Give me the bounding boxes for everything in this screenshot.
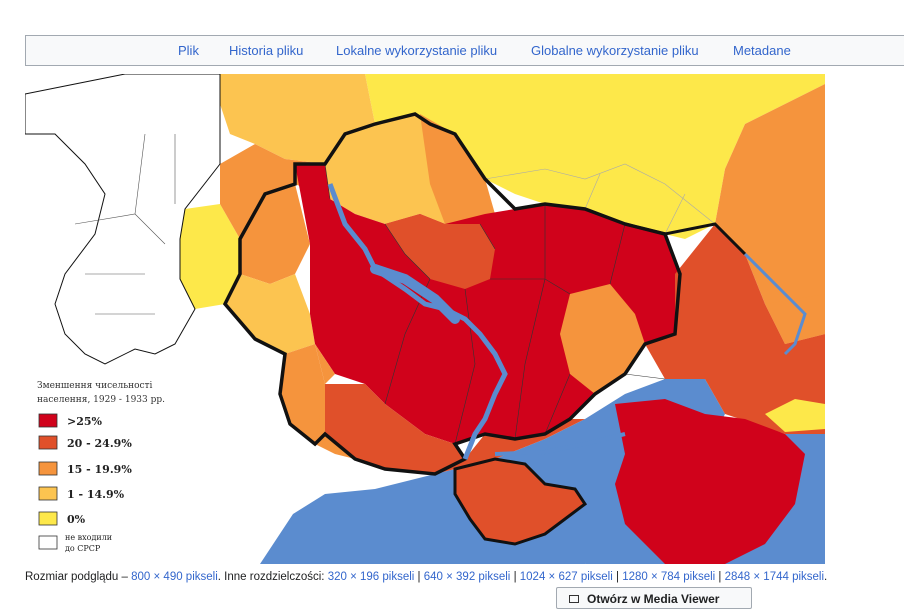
region-east-lightorange [765, 294, 825, 344]
ukr-ssr-border [222, 112, 682, 476]
legend-label-6b: до СРСР [65, 544, 101, 553]
legend-label-2: 20 - 24.9% [67, 437, 132, 450]
legend-swatch-4 [38, 486, 58, 501]
region-south-redorange [325, 384, 465, 474]
res-link-320[interactable]: 320 × 196 pikseli [327, 571, 415, 583]
legend-swatch-6 [38, 535, 58, 550]
region-north-lightorange [220, 74, 375, 164]
legend-label-1: >25% [67, 415, 103, 428]
legend-title-line2: населення, 1929 - 1933 рр. [37, 395, 165, 405]
kuban-red [615, 399, 805, 564]
legend-swatch-2 [38, 435, 58, 450]
tab-file[interactable]: Plik [178, 43, 199, 58]
other-prefix: . Inne rozdzielczości: [217, 571, 328, 583]
res-link-1280[interactable]: 1280 × 784 pikseli [622, 571, 716, 583]
res-link-640[interactable]: 640 × 392 pikseli [423, 571, 511, 583]
non-ussr-territory [25, 74, 221, 365]
crimea [453, 457, 588, 546]
legend-label-4: 1 - 14.9% [67, 488, 125, 501]
file-tab-bar: Plik Historia pliku Lokalne wykorzystani… [25, 35, 904, 66]
region-west-lightorange [225, 274, 315, 354]
region-southwest-orange [280, 344, 325, 444]
preview-prefix: Rozmiar podglądu – [25, 571, 132, 583]
legend-label-3: 15 - 19.9% [67, 463, 132, 476]
legend-label-6a: не входили [65, 533, 112, 542]
media-viewer-icon [569, 595, 579, 603]
map-legend: Зменшення чисельності населення, 1929 - … [37, 381, 165, 553]
tab-metadata[interactable]: Metadane [733, 43, 791, 58]
preview-size-link[interactable]: 800 × 490 pikseli [131, 571, 218, 583]
res-link-1024[interactable]: 1024 × 627 pikseli [519, 571, 613, 583]
legend-swatch-5 [38, 511, 58, 526]
region-zaporizhzhia-orange [560, 284, 645, 394]
tab-file-history[interactable]: Historia pliku [229, 43, 304, 58]
media-viewer-label: Otwórz w Media Viewer [587, 592, 720, 606]
region-kyiv-redorange [385, 214, 495, 289]
region-north-yellow [365, 74, 825, 239]
region-chernihiv-orange [420, 114, 495, 224]
map-image[interactable]: Зменшення чисельності населення, 1929 - … [25, 74, 825, 564]
region-west-yellow [180, 204, 240, 309]
famine-map: Зменшення чисельності населення, 1929 - … [25, 74, 825, 564]
res-link-2848[interactable]: 2848 × 1744 pikseli [724, 571, 825, 583]
legend-swatch-3 [38, 461, 58, 476]
legend-label-5: 0% [67, 513, 86, 526]
region-east-yellow [765, 399, 825, 432]
region-northeast-orange [715, 84, 825, 344]
dnipro-river [327, 183, 508, 460]
legend-title-line1: Зменшення чисельності [37, 381, 153, 391]
legend-swatch-1 [38, 413, 58, 428]
region-odesa-orange [315, 344, 355, 459]
resolution-line: Rozmiar podglądu – 800 × 490 pikseli. In… [25, 571, 828, 583]
region-donetsk-redorange [645, 224, 825, 434]
open-media-viewer-button[interactable]: Otwórz w Media Viewer [556, 587, 752, 609]
tab-local-usage[interactable]: Lokalne wykorzystanie pliku [336, 43, 498, 58]
tab-global-usage[interactable]: Globalne wykorzystanie pliku [531, 43, 699, 58]
